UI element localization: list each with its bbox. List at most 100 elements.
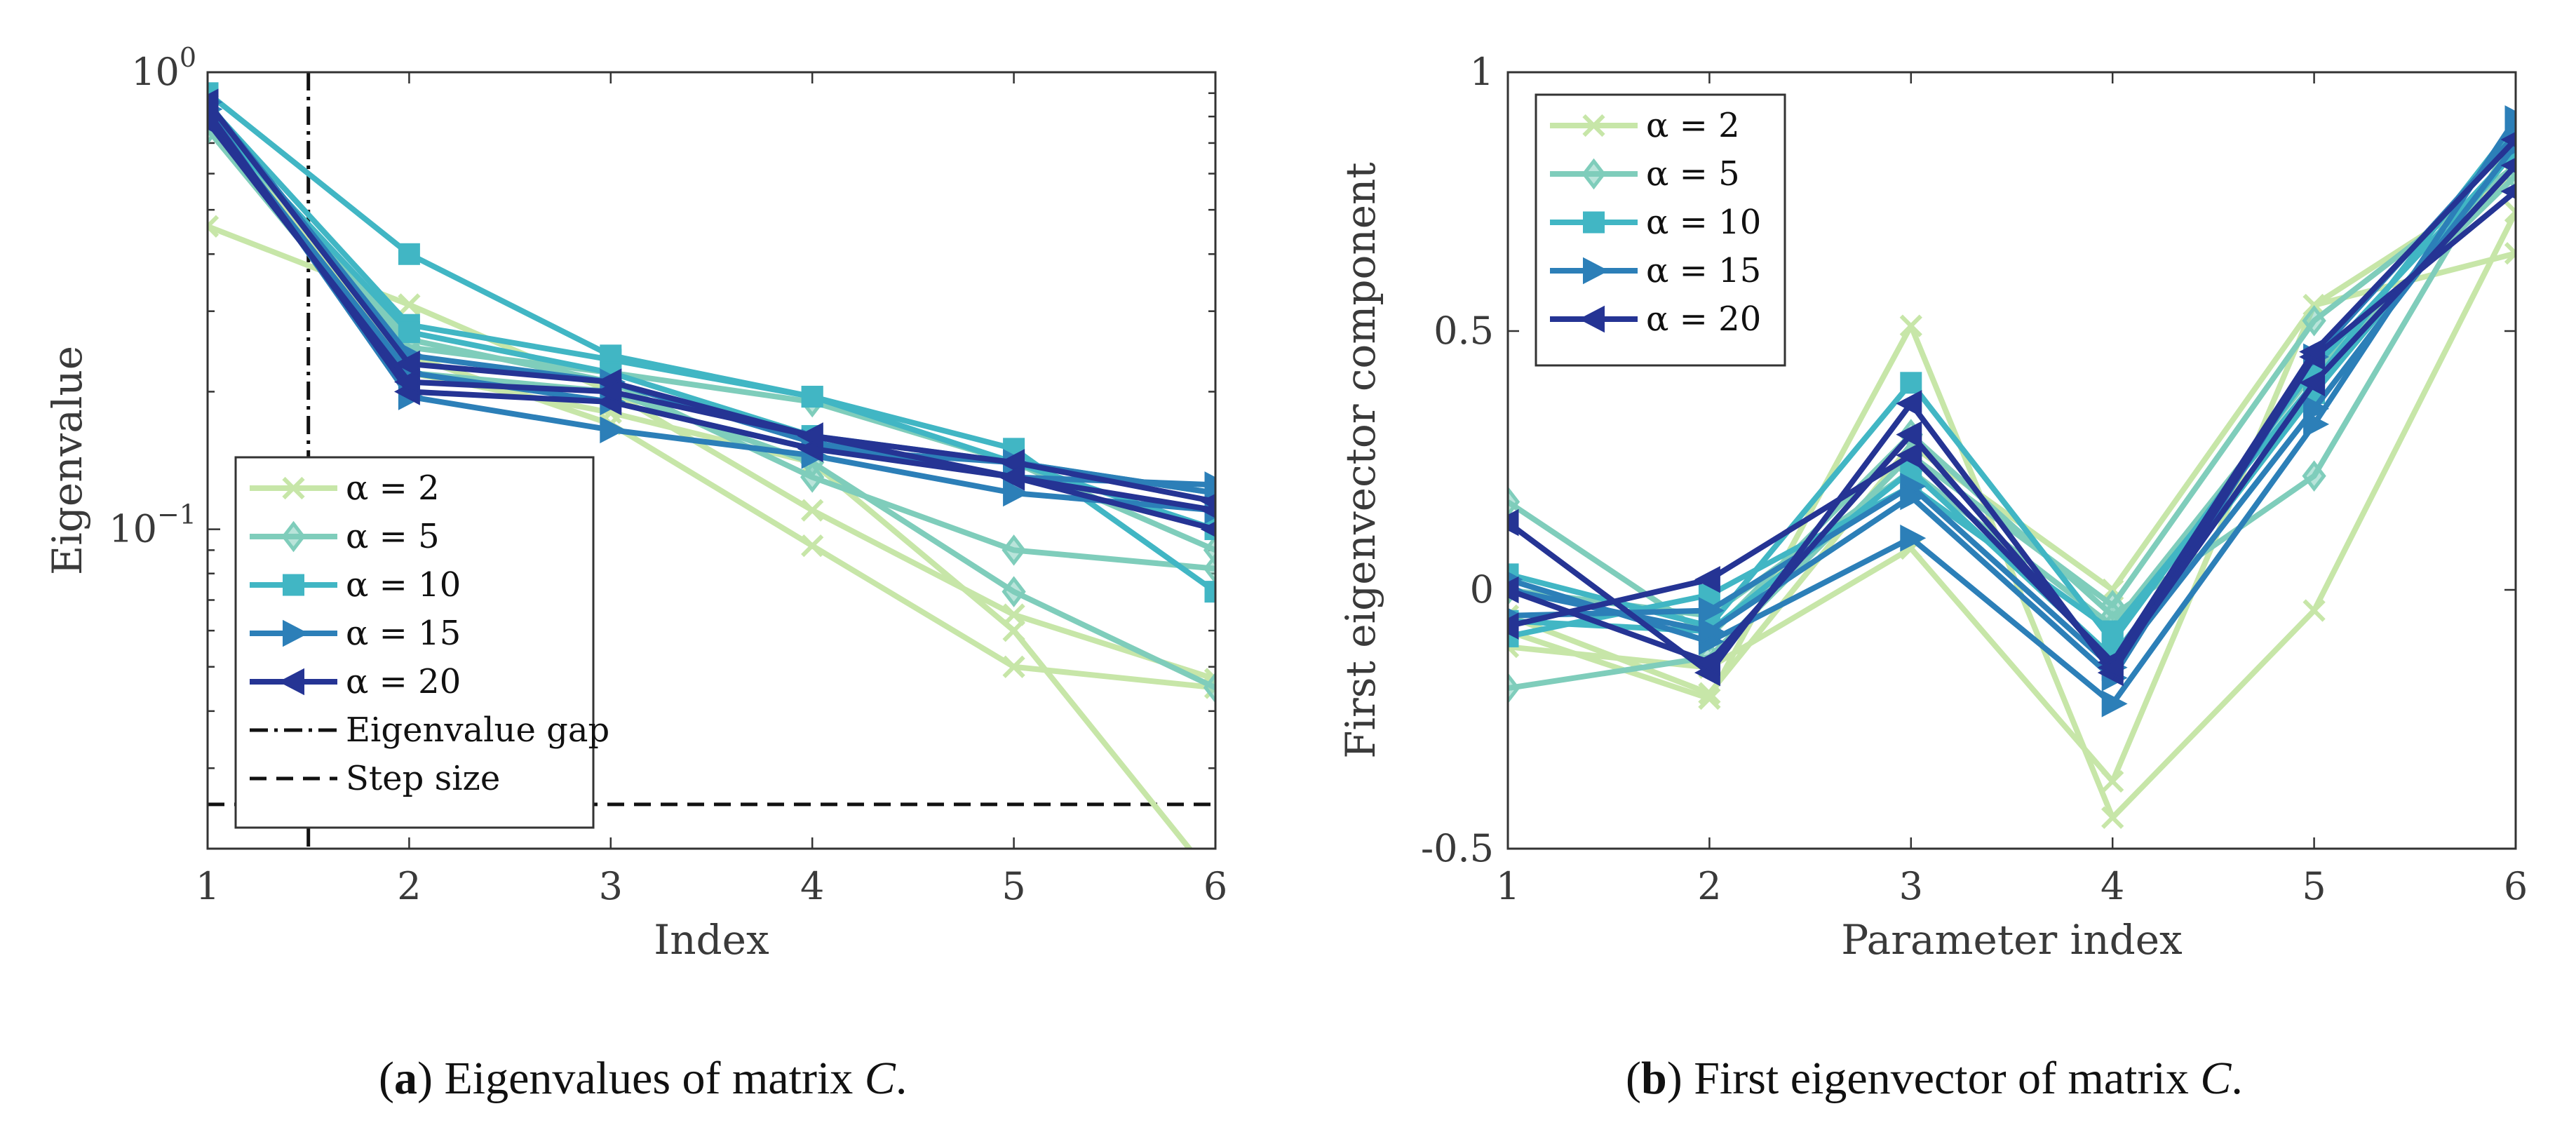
series-a15-point [600,416,626,444]
series-a20-point [2299,369,2326,397]
caption-b-open: ( [1626,1053,1641,1104]
series-a5-point [1002,576,1026,607]
legend-label: α = 20 [1646,299,1761,339]
series-a20-point [1200,502,1215,518]
legend-label: α = 5 [1646,154,1740,194]
legend-label: α = 15 [1646,251,1761,290]
y-tick-label: 100 [131,42,196,94]
series-a2-point [208,215,220,238]
series-a2-point [2504,242,2516,265]
legend-swatch-marker [283,574,304,596]
series-group [208,82,1215,849]
y-tick-label: 0.5 [1434,309,1494,353]
y-tick-label: 10−1 [109,499,196,551]
series-a15-point [1003,479,1030,507]
series-a20-point [208,108,219,135]
legend-label: Step size [346,759,500,798]
legend-label: α = 10 [1646,203,1761,242]
series-a20-line [1508,137,2516,666]
legend-label: α = 5 [346,517,440,556]
legend-swatch-marker [281,520,306,553]
y-tick-exp: 0 [180,42,196,73]
series-a20 [1508,131,2516,687]
x-tick-label: 4 [800,864,824,908]
series-a15-point [2303,395,2330,422]
legend-label: α = 15 [346,614,461,653]
legend-swatch-marker [278,668,304,696]
plot-frame [1506,71,2517,850]
caption-b-text: First eigenvector of matrix [1682,1053,2201,1104]
caption-a-open: ( [379,1053,394,1104]
series-a20-point [393,350,420,378]
legend-label: α = 10 [346,565,461,605]
legend-box [234,456,595,829]
x-tick-label: 3 [599,864,623,908]
legend: α = 2 α = 5 α = 10 α = 15 α = 20 [1535,93,1786,367]
series-a10-point [1900,372,1922,394]
series-a2-point [2101,806,2124,829]
x-axis-label: Parameter index [1841,916,2183,964]
series-a20-point [1508,576,1519,604]
series-a2-point [2302,599,2326,622]
series-a20-point [1694,649,1720,676]
series-a5-point [2302,460,2326,492]
series-a15-point [1698,597,1725,624]
y-tick-label: -0.5 [1421,826,1494,870]
series-a20-point [1508,612,1519,640]
x-tick-label: 1 [196,864,220,908]
series-a2-point [1002,655,1025,678]
series-a20-line [1508,163,2516,671]
caption-a-text: Eigenvalues of matrix [432,1053,865,1104]
series-a20-point [1896,421,1922,448]
series-a10-point [398,243,420,265]
x-tick-label: 3 [1899,864,1923,908]
series-a20-point [1896,390,1922,417]
series-a2-point [1899,314,1922,337]
caption-b: (b) First eigenvector of matrix C. [1626,1052,2243,1105]
series-a15-line [1508,142,2516,671]
legend: α = 2 α = 5 α = 10 α = 15 α = 20 Eigenvalue g… [234,456,609,829]
series-a20-point [595,378,622,405]
series-a20-line [208,119,1215,513]
series-a2-point [1002,619,1025,642]
series-a10-point [801,386,823,408]
series-a15-point [1900,524,1927,552]
series-a5-point [1002,534,1026,566]
y-tick-label: 0 [1470,567,1494,612]
series-a20-line [208,109,1215,532]
legend-swatch-marker [1582,158,1606,190]
y-tick-label: 1 [1470,50,1494,94]
series-a20-point [1508,508,1519,537]
caption-a-close: ) [417,1053,433,1104]
y-axis-label: First eigenvector component [1337,162,1384,758]
series-a20-point [393,368,420,396]
series-a2-point [398,293,421,316]
caption-b-end: . [2231,1053,2243,1104]
legend-label: α = 2 [1646,106,1740,145]
y-tick-exp: −1 [157,499,196,530]
series-a20-point [797,422,823,450]
series-a20-point [1694,565,1720,593]
caption-b-close: ) [1666,1053,1683,1104]
series-a2-point [2101,769,2124,793]
legend-swatch-marker [1582,114,1605,137]
x-tick-label: 6 [2504,864,2528,908]
series-a10-point [1204,581,1215,603]
legend-swatch-marker [1583,257,1609,285]
series-a20-line [208,100,1215,504]
caption-b-var: C [2200,1053,2232,1104]
series-a20-point [2500,157,2516,174]
series-a5-point [1203,672,1215,703]
series-a2-line [1508,173,2516,696]
caption-a-end: . [895,1053,908,1104]
series-a5-line [1508,163,2516,692]
series-a10-line [208,102,1215,532]
series-a5-point [1508,672,1520,704]
legend-swatch-marker [1579,305,1605,333]
caption-a-letter: a [393,1053,417,1104]
x-tick-label: 4 [2100,864,2124,908]
legend-label: α = 2 [346,469,440,508]
series-a20-point [2500,183,2516,199]
